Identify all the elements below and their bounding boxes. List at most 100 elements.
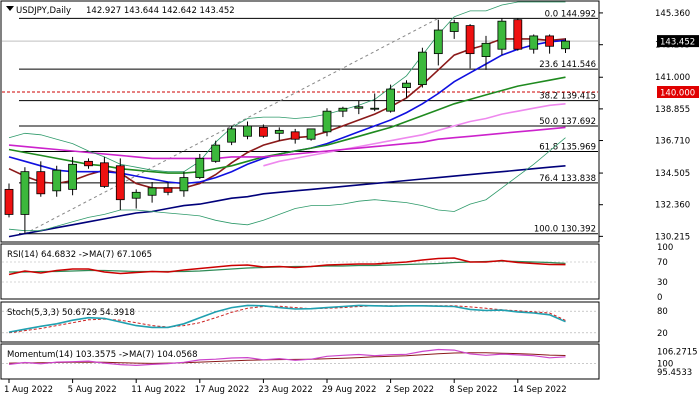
- candle: [179, 171, 189, 197]
- candle-body-bull: [417, 51, 427, 86]
- candle-body-bull: [497, 20, 507, 50]
- candle: [227, 125, 237, 146]
- rsi-label: RSI(14) 64.6832 ->MA(7) 67.1065: [7, 250, 152, 260]
- fib-label: 61.8 135.969: [539, 142, 596, 152]
- candle-body-bull: [354, 106, 364, 109]
- time-axis-label: 5 Aug 2022: [68, 385, 117, 395]
- candle-body-bear: [4, 188, 14, 215]
- rsi-axis-label: 100: [657, 243, 673, 253]
- price-axis-label: 134.505: [655, 169, 690, 179]
- price-axis-label: 145.360: [655, 9, 690, 19]
- symbol-label: USDJPY,Daily: [16, 6, 71, 16]
- candle-body-bear: [36, 171, 46, 195]
- fib-label: 23.6 141.546: [539, 60, 596, 70]
- candle-body-bull: [402, 82, 411, 88]
- candle: [354, 100, 364, 115]
- current-price-badge: 143.452: [657, 35, 699, 48]
- candle: [274, 127, 284, 141]
- svg-text:140.000: 140.000: [660, 89, 695, 99]
- time-axis-label: 29 Aug 2022: [322, 385, 376, 395]
- momentum-axis-label: 95.4533: [657, 368, 692, 378]
- candle: [322, 108, 332, 137]
- candle: [545, 34, 554, 54]
- candle-body-bear: [513, 19, 523, 50]
- candle: [449, 19, 459, 39]
- price-axis-label: 136.710: [655, 137, 690, 147]
- candle: [561, 38, 570, 54]
- candle: [481, 35, 491, 70]
- candle-body-bull: [52, 169, 62, 192]
- candle-body-bull: [322, 110, 332, 133]
- candle: [402, 80, 411, 98]
- time-axis-label: 11 Aug 2022: [131, 385, 185, 395]
- stoch-axis-label: 80: [657, 307, 668, 317]
- time-axis-label: 2 Sep 2022: [386, 385, 434, 395]
- ma-line-band: [8, 137, 566, 232]
- candle: [465, 24, 475, 69]
- stoch-axis-label: 20: [657, 329, 668, 339]
- candle-body-bull: [211, 144, 221, 162]
- candle-body-bear: [163, 187, 173, 193]
- candle: [36, 161, 46, 197]
- candle-body-bear: [290, 131, 300, 140]
- candle-body-bull: [20, 171, 30, 215]
- candle: [147, 181, 157, 203]
- candle: [338, 106, 348, 118]
- candle: [4, 183, 14, 218]
- rsi-line: [8, 257, 566, 276]
- candle: [433, 19, 443, 66]
- candle-body-bull: [243, 125, 252, 137]
- candle-body-bull: [449, 22, 459, 32]
- candle-body-bull: [370, 107, 380, 110]
- ohlc-label: 142.927 143.644 142.642 143.452: [86, 6, 235, 16]
- time-axis-label: 8 Sep 2022: [449, 385, 497, 395]
- candle: [290, 128, 300, 144]
- ma-line-ma_navy: [8, 165, 566, 238]
- price-axis-label: 132.360: [655, 201, 690, 211]
- momentum-label: Momentum(14) 103.3575 ->MA(7) 104.0568: [7, 350, 197, 360]
- candle: [370, 93, 380, 112]
- time-axis-label: 14 Sep 2022: [513, 385, 567, 395]
- candle-body-bear: [115, 165, 125, 201]
- fib-label: 0.0 144.992: [545, 9, 596, 19]
- candle-body-bull: [179, 177, 189, 192]
- svg-text:143.452: 143.452: [660, 38, 695, 48]
- candle: [417, 47, 427, 88]
- candle: [84, 158, 93, 169]
- candle: [386, 84, 396, 113]
- candle-body-bull: [195, 157, 205, 178]
- candle: [258, 124, 268, 138]
- ma-line-ma_pink: [263, 103, 566, 167]
- candle-body-bear: [100, 162, 109, 187]
- momentum-axis-label: 106.2715: [657, 347, 698, 357]
- candle-body-bull: [561, 40, 570, 50]
- candle: [529, 34, 539, 54]
- candle: [68, 156, 77, 196]
- price-axis-label: 141.000: [655, 73, 690, 83]
- stoch-main-line: [8, 304, 566, 333]
- candle: [243, 121, 252, 140]
- momentum-line: [8, 348, 566, 367]
- fib-label: 100.0 130.392: [534, 225, 596, 235]
- momentum-panel: [0, 343, 600, 380]
- price-panel: [0, 0, 600, 243]
- stoch-label: Stoch(5,3,3) 50.6729 54.3918: [7, 308, 135, 318]
- fib-label: 76.4 133.838: [539, 174, 596, 184]
- candle: [115, 158, 125, 211]
- level-badge: 140.000: [657, 86, 699, 99]
- candle-body-bear: [545, 35, 554, 47]
- candle-body-bull: [481, 42, 491, 57]
- candle-body-bull: [227, 128, 237, 143]
- candle: [211, 140, 221, 163]
- rsi-axis-label: 70: [657, 258, 668, 268]
- price-axis-label: 138.855: [655, 105, 690, 115]
- candle: [131, 189, 141, 209]
- candle-body-bull: [306, 128, 316, 140]
- candle: [100, 156, 109, 188]
- candle-body-bear: [465, 25, 475, 55]
- dropdown-arrow-icon[interactable]: [6, 6, 14, 11]
- candle: [306, 128, 316, 141]
- fib-label: 50.0 137.692: [539, 117, 596, 127]
- price-axis-label: 130.215: [655, 232, 690, 242]
